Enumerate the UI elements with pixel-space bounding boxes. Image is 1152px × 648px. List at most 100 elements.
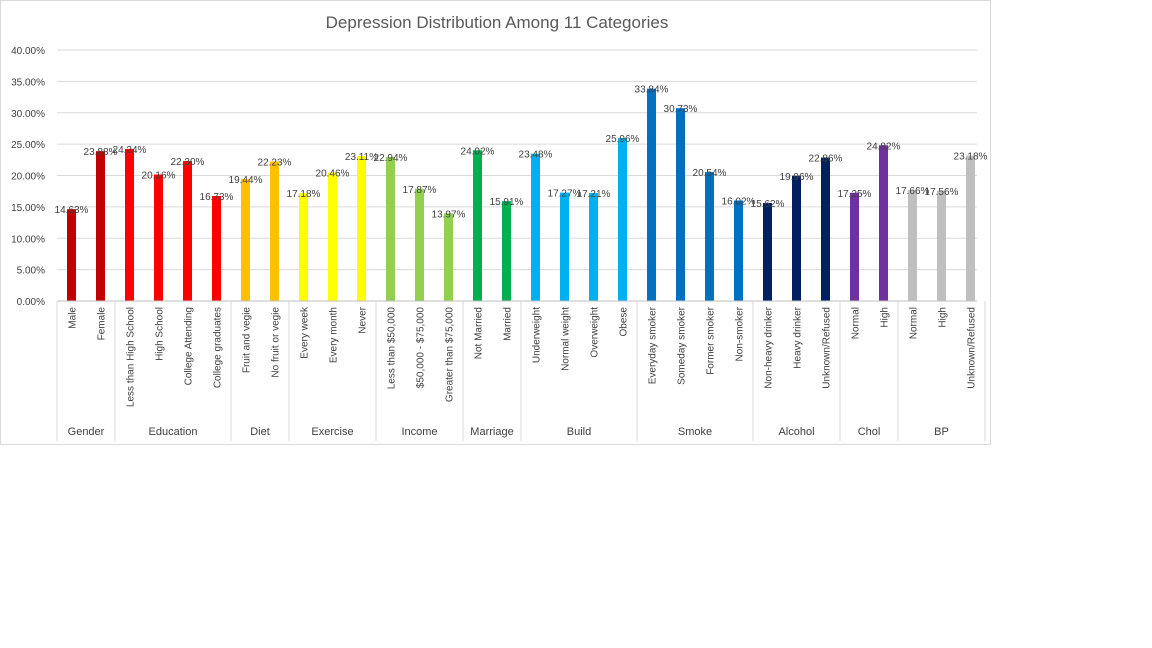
category-label: Obese <box>619 307 630 337</box>
data-label: 17.56% <box>925 187 959 198</box>
data-label: 24.82% <box>867 141 901 152</box>
category-label: Less than $50,000 <box>387 307 398 390</box>
y-tick-label: 5.00% <box>17 266 45 277</box>
group-label: Build <box>567 426 591 438</box>
bar <box>560 192 569 301</box>
data-label: 17.27% <box>548 189 582 200</box>
category-label: Heavy drinker <box>793 306 804 368</box>
chart-frame: Depression Distribution Among 11 Categor… <box>0 0 991 445</box>
bar <box>589 193 598 301</box>
category-label: Male <box>68 307 79 329</box>
bar <box>676 108 685 301</box>
group-label: Marriage <box>470 426 513 438</box>
y-tick-label: 10.00% <box>11 234 45 245</box>
bar <box>705 172 714 301</box>
data-label: 17.66% <box>896 186 930 197</box>
category-label: Overweight <box>590 307 601 358</box>
y-tick-label: 35.00% <box>11 77 45 88</box>
category-label: Not Married <box>474 307 485 359</box>
data-label: 17.25% <box>838 189 872 200</box>
group-label: BP <box>934 426 949 438</box>
y-axis: 0.00% 5.00% 10.00% 15.00% 20.00% 25.00% 30.00%… <box>11 46 45 308</box>
group-label: Smoke <box>678 426 712 438</box>
bar <box>154 174 163 301</box>
data-label: 25.96% <box>606 134 640 145</box>
bar <box>270 161 279 301</box>
data-label: 19.44% <box>229 175 263 186</box>
gridlines <box>57 49 977 271</box>
bar <box>850 192 859 301</box>
bar <box>473 150 482 301</box>
bar <box>183 161 192 301</box>
data-label: 20.46% <box>316 169 350 180</box>
category-label: Every week <box>300 306 311 359</box>
data-labels: 14.63% 23.88%24.24% 20.16% 22.30% 16.73% 19.4… <box>55 85 988 221</box>
data-label: 22.23% <box>258 158 292 169</box>
bar <box>96 151 105 301</box>
group-label: Education <box>149 426 198 438</box>
data-label: 17.18% <box>287 189 321 200</box>
bar <box>67 209 76 301</box>
data-label: 16.73% <box>200 192 234 203</box>
data-label: 13.97% <box>432 209 466 220</box>
bar <box>792 175 801 301</box>
data-label: 23.48% <box>519 150 553 161</box>
data-label: 20.54% <box>693 168 727 179</box>
category-label: Married <box>503 307 514 341</box>
category-label: Unknown/Refused <box>967 307 978 389</box>
bar <box>531 153 540 301</box>
category-label: Unknown/Refused <box>822 307 833 389</box>
category-label: Former smoker <box>706 306 717 374</box>
data-label: 15.91% <box>490 197 524 208</box>
chart-title: Depression Distribution Among 11 Categor… <box>326 13 669 32</box>
bar <box>618 138 627 301</box>
data-label: 23.11% <box>345 152 378 163</box>
y-tick-label: 20.00% <box>11 172 45 183</box>
data-label: 19.96% <box>780 172 814 183</box>
chart-svg: Depression Distribution Among 11 Categor… <box>11 13 988 441</box>
data-label: 16.02% <box>722 196 756 207</box>
category-label: Every month <box>329 307 340 363</box>
group-label: Income <box>401 426 437 438</box>
group-label: Diet <box>250 426 270 438</box>
bars <box>67 88 975 302</box>
category-label: Everyday smoker <box>648 306 659 384</box>
bar <box>328 172 337 301</box>
data-label: 22.86% <box>809 154 843 165</box>
bar <box>908 190 917 301</box>
bar <box>241 179 250 301</box>
y-tick-label: 40.00% <box>11 46 45 57</box>
category-label: Fruit and vegie <box>242 307 253 374</box>
data-label: 14.63% <box>55 205 89 216</box>
data-label: 17.21% <box>577 189 611 200</box>
category-label: Less than High School <box>126 307 137 407</box>
data-label: 24.02% <box>461 146 495 157</box>
data-label: 22.30% <box>171 157 205 168</box>
bar <box>734 200 743 301</box>
category-label: College Attending <box>184 307 195 385</box>
bar <box>299 193 308 301</box>
bar <box>763 202 772 301</box>
group-label: Chol <box>858 426 881 438</box>
bar <box>502 201 511 301</box>
data-label: 30.73% <box>664 104 698 115</box>
bar <box>357 155 366 301</box>
category-label: Normal weight <box>561 307 572 371</box>
category-label: Non-smoker <box>735 306 746 361</box>
category-label: High <box>938 307 949 328</box>
bar <box>966 155 975 301</box>
category-label: Never <box>358 306 369 333</box>
data-label: 24.24% <box>113 145 147 156</box>
category-label: Female <box>97 307 108 341</box>
data-label: 23.18% <box>954 152 988 163</box>
group-label: Gender <box>68 426 105 438</box>
category-label: College graduates <box>213 307 224 388</box>
y-tick-label: 0.00% <box>17 297 45 308</box>
category-label: High <box>880 307 891 328</box>
data-label: 33.84% <box>635 85 669 96</box>
y-tick-label: 25.00% <box>11 140 45 151</box>
y-tick-label: 30.00% <box>11 109 45 120</box>
group-label: Exercise <box>311 426 353 438</box>
data-label: 15.62% <box>751 199 785 210</box>
bar <box>937 190 946 301</box>
